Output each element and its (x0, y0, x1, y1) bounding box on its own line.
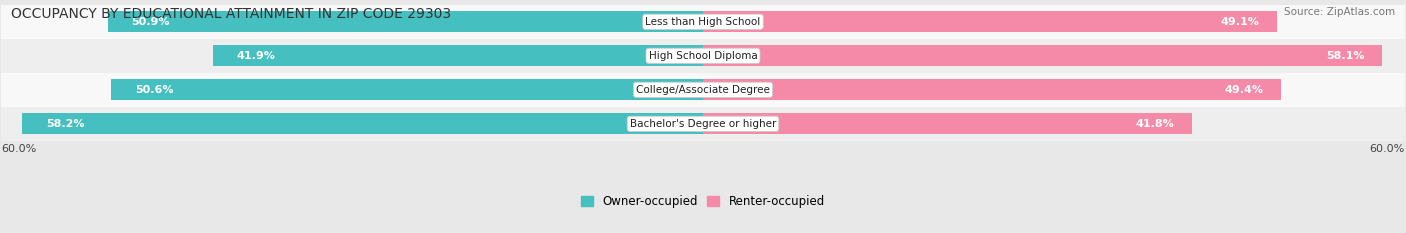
Bar (703, 45, 1382, 66)
Text: OCCUPANCY BY EDUCATIONAL ATTAINMENT IN ZIP CODE 29303: OCCUPANCY BY EDUCATIONAL ATTAINMENT IN Z… (11, 7, 451, 21)
Text: 58.2%: 58.2% (46, 119, 84, 129)
Bar (1, 5, 1405, 39)
Legend: Owner-occupied, Renter-occupied: Owner-occupied, Renter-occupied (576, 190, 830, 212)
Text: 60.0%: 60.0% (1369, 144, 1405, 154)
Bar (703, 113, 1192, 134)
Bar (108, 11, 703, 32)
Text: Bachelor's Degree or higher: Bachelor's Degree or higher (630, 119, 776, 129)
Text: 49.1%: 49.1% (1220, 17, 1260, 27)
Bar (214, 45, 703, 66)
Text: 58.1%: 58.1% (1326, 51, 1365, 61)
Text: 49.4%: 49.4% (1225, 85, 1263, 95)
Text: 41.8%: 41.8% (1136, 119, 1174, 129)
Text: 50.9%: 50.9% (131, 17, 170, 27)
Bar (111, 79, 703, 100)
Bar (1, 39, 1405, 73)
Bar (22, 113, 703, 134)
Bar (1, 73, 1405, 107)
Text: Less than High School: Less than High School (645, 17, 761, 27)
Text: College/Associate Degree: College/Associate Degree (636, 85, 770, 95)
Text: 60.0%: 60.0% (1, 144, 37, 154)
Bar (703, 11, 1277, 32)
Text: 41.9%: 41.9% (236, 51, 276, 61)
Text: Source: ZipAtlas.com: Source: ZipAtlas.com (1284, 7, 1395, 17)
Bar (703, 79, 1281, 100)
Bar (1, 107, 1405, 141)
Text: 50.6%: 50.6% (135, 85, 173, 95)
Text: High School Diploma: High School Diploma (648, 51, 758, 61)
